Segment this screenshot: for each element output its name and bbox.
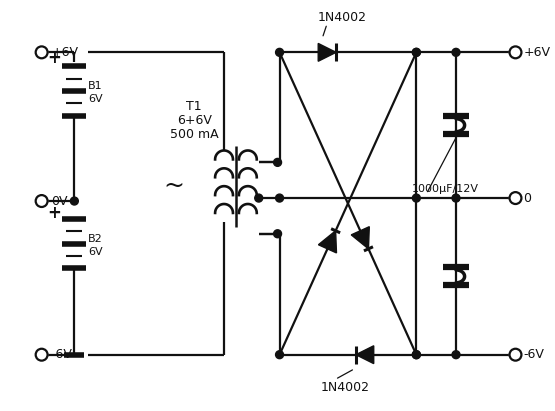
Text: 0V: 0V	[52, 194, 68, 208]
Polygon shape	[356, 346, 374, 364]
Circle shape	[255, 194, 263, 202]
Circle shape	[412, 194, 420, 202]
Circle shape	[70, 197, 78, 205]
Text: 1000μF/12V: 1000μF/12V	[411, 184, 478, 194]
Circle shape	[274, 230, 281, 238]
Text: 0: 0	[523, 192, 531, 205]
Text: B1: B1	[88, 81, 103, 91]
Circle shape	[36, 195, 48, 207]
Circle shape	[452, 194, 460, 202]
Circle shape	[412, 48, 420, 56]
Text: -6V: -6V	[52, 348, 72, 361]
Circle shape	[274, 158, 281, 166]
Circle shape	[412, 48, 420, 56]
Circle shape	[36, 46, 48, 58]
Text: 1N4002: 1N4002	[317, 11, 366, 24]
Circle shape	[36, 349, 48, 360]
Circle shape	[509, 46, 522, 58]
Text: 500 mA: 500 mA	[170, 128, 219, 141]
Polygon shape	[351, 227, 369, 249]
Text: T1: T1	[186, 100, 202, 113]
Circle shape	[509, 192, 522, 204]
Circle shape	[509, 349, 522, 360]
Polygon shape	[319, 231, 336, 253]
Text: 6V: 6V	[88, 247, 103, 256]
Text: 6V: 6V	[88, 94, 103, 104]
Circle shape	[412, 351, 420, 359]
Text: +6V: +6V	[52, 46, 79, 59]
Text: B2: B2	[88, 234, 103, 244]
Text: 1N4002: 1N4002	[320, 381, 370, 394]
Circle shape	[452, 351, 460, 359]
Text: 6+6V: 6+6V	[177, 114, 212, 127]
Text: ~: ~	[163, 175, 184, 198]
Polygon shape	[318, 44, 336, 61]
Circle shape	[276, 48, 284, 56]
Text: +: +	[48, 204, 62, 222]
Circle shape	[412, 351, 420, 359]
Circle shape	[276, 351, 284, 359]
Circle shape	[276, 194, 284, 202]
Text: +6V: +6V	[523, 46, 551, 59]
Text: +: +	[48, 49, 62, 67]
Circle shape	[452, 48, 460, 56]
Text: -6V: -6V	[523, 348, 544, 361]
